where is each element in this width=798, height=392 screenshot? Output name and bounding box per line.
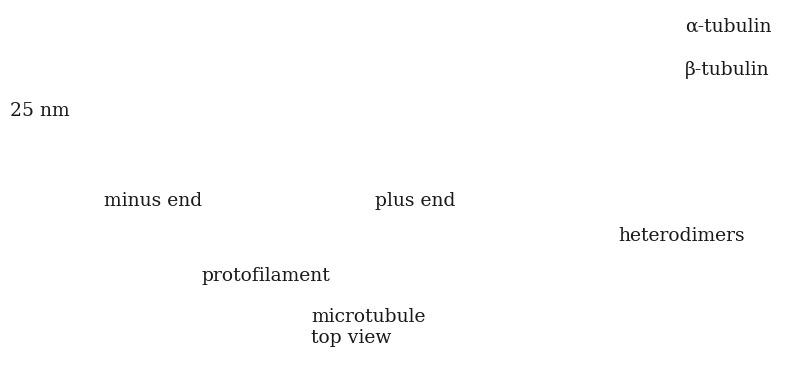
Text: heterodimers: heterodimers [618, 227, 745, 245]
Text: β-tubulin: β-tubulin [685, 61, 769, 79]
Text: microtubule
top view: microtubule top view [311, 308, 425, 347]
Text: protofilament: protofilament [201, 267, 330, 285]
Text: 25 nm: 25 nm [10, 102, 69, 120]
Text: minus end: minus end [104, 192, 202, 210]
Text: plus end: plus end [375, 192, 456, 210]
Text: α-tubulin: α-tubulin [685, 18, 771, 36]
